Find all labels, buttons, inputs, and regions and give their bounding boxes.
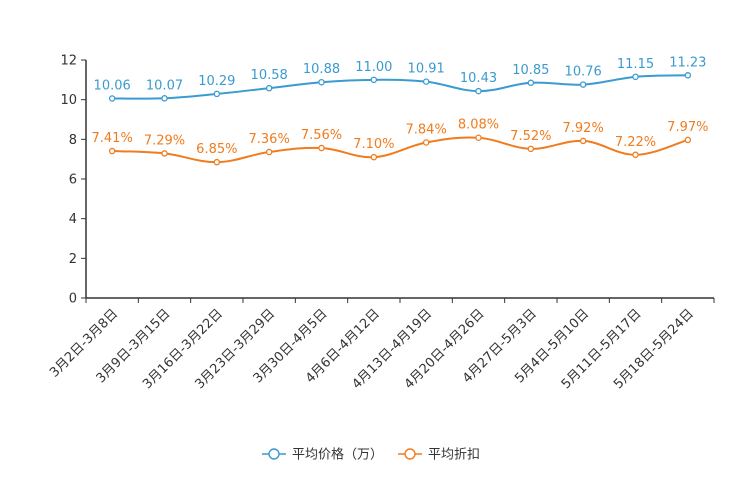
y-tick-label: 0	[69, 292, 77, 307]
data-point[interactable]	[108, 147, 116, 155]
data-label: 7.52%	[510, 129, 551, 144]
data-label: 10.06	[94, 78, 131, 93]
data-label: 7.29%	[144, 133, 185, 148]
data-point[interactable]	[265, 84, 273, 92]
data-point[interactable]	[370, 76, 378, 84]
series-line	[112, 74, 688, 100]
data-point[interactable]	[527, 145, 535, 153]
y-tick-label: 10	[60, 93, 77, 108]
data-point[interactable]	[108, 95, 116, 102]
data-point[interactable]	[632, 151, 639, 159]
axes: 0246810123月2日-3月8日3月9日-3月15日3月16日-3月22日3…	[47, 54, 715, 392]
data-label: 10.88	[303, 62, 340, 77]
data-label: 10.76	[565, 65, 602, 80]
legend-marker-icon	[268, 448, 280, 460]
data-label: 10.07	[146, 78, 183, 93]
data-label: 10.29	[198, 74, 235, 89]
y-tick-label: 12	[60, 54, 77, 69]
data-label: 7.41%	[92, 131, 133, 146]
data-label: 7.84%	[406, 123, 447, 138]
data-point[interactable]	[422, 139, 430, 146]
data-label: 11.23	[669, 55, 706, 70]
data-label: 7.56%	[301, 128, 342, 143]
data-point[interactable]	[161, 150, 168, 157]
data-label: 7.22%	[615, 135, 656, 150]
data-point[interactable]	[161, 95, 168, 102]
data-label: 10.85	[512, 63, 549, 78]
data-point[interactable]	[265, 148, 273, 156]
series-line	[112, 136, 689, 164]
data-point[interactable]	[527, 79, 535, 87]
legend[interactable]: 平均价格（万） 平均折扣	[262, 447, 480, 463]
data-point[interactable]	[475, 87, 482, 95]
data-point[interactable]	[579, 137, 587, 145]
data-point[interactable]	[318, 78, 325, 86]
data-label: 10.58	[251, 68, 288, 83]
legend-label: 平均价格（万）	[292, 447, 383, 463]
data-label: 8.08%	[458, 118, 499, 133]
data-point[interactable]	[370, 153, 378, 161]
legend-label: 平均折扣	[428, 448, 480, 463]
data-point[interactable]	[684, 136, 692, 144]
series-2	[108, 134, 692, 166]
series-group	[108, 72, 692, 166]
data-label: 10.43	[460, 71, 497, 86]
legend-item-1[interactable]: 平均价格（万）	[262, 447, 383, 463]
y-tick-label: 6	[69, 173, 77, 188]
data-point[interactable]	[579, 81, 587, 88]
y-tick-label: 4	[69, 212, 77, 227]
data-label: 6.85%	[196, 142, 237, 157]
data-point[interactable]	[422, 78, 430, 85]
data-label: 11.15	[617, 57, 654, 72]
series-1-labels: 10.06 10.07 10.29 10.58 10.88 11.00 10.91 10.43…	[94, 55, 707, 93]
data-point[interactable]	[475, 134, 482, 141]
data-label: 7.92%	[563, 121, 604, 136]
data-point[interactable]	[213, 158, 221, 166]
data-labels: 10.06 10.07 10.29 10.58 10.88 11.00 10.91 10.43…	[92, 55, 709, 157]
legend-item-2[interactable]: 平均折扣	[398, 448, 480, 463]
data-label: 7.10%	[353, 137, 394, 152]
legend-marker-icon	[404, 448, 416, 460]
series-1	[108, 72, 692, 102]
y-tick-label: 2	[69, 252, 77, 267]
series-2-labels: 7.41% 7.29% 6.85% 7.36% 7.56% 7.10% 7.84% 8.08%…	[92, 118, 709, 157]
data-label: 7.97%	[667, 120, 708, 135]
data-point[interactable]	[318, 144, 325, 152]
data-label: 10.91	[408, 62, 445, 77]
data-point[interactable]	[632, 73, 639, 81]
y-tick-label: 8	[69, 133, 77, 148]
data-point[interactable]	[213, 90, 221, 98]
data-point[interactable]	[684, 72, 692, 79]
data-label: 7.36%	[249, 132, 290, 147]
data-label: 11.00	[355, 60, 392, 75]
